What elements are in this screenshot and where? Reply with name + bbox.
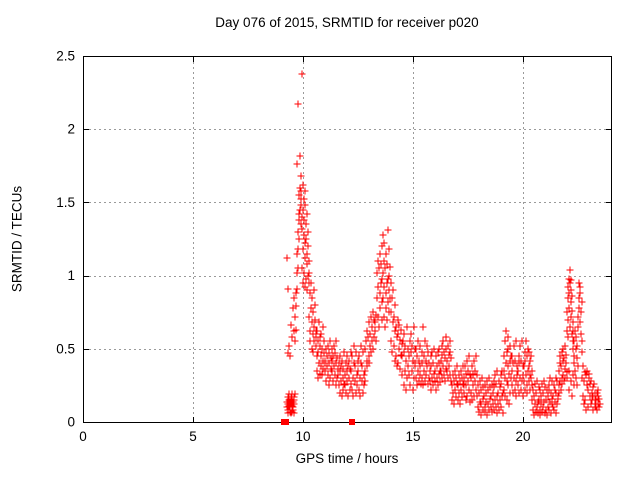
chart-title: Day 076 of 2015, SRMTID for receiver p02… <box>215 15 479 30</box>
svg-text:15: 15 <box>405 429 420 444</box>
svg-text:1: 1 <box>67 268 75 283</box>
x-tick-labels: 0 5 10 15 20 <box>79 429 530 444</box>
svg-text:0: 0 <box>79 429 87 444</box>
svg-text:2: 2 <box>67 122 75 137</box>
svg-text:0.5: 0.5 <box>56 341 75 356</box>
x-axis-label: GPS time / hours <box>295 451 399 466</box>
y-axis-label: SRMTID / TECUs <box>9 185 25 293</box>
tick-marks <box>83 56 611 423</box>
plot-border <box>83 56 612 423</box>
zero-value-squares <box>281 419 355 425</box>
svg-text:5: 5 <box>189 429 197 444</box>
y-tick-labels: 0 0.5 1 1.5 2 2.5 <box>56 49 75 430</box>
svg-text:10: 10 <box>295 429 310 444</box>
svg-text:2.5: 2.5 <box>56 49 75 64</box>
scatter-points <box>283 70 604 419</box>
svg-text:20: 20 <box>515 429 530 444</box>
svg-text:1.5: 1.5 <box>56 195 75 210</box>
svg-text:0: 0 <box>67 415 75 430</box>
